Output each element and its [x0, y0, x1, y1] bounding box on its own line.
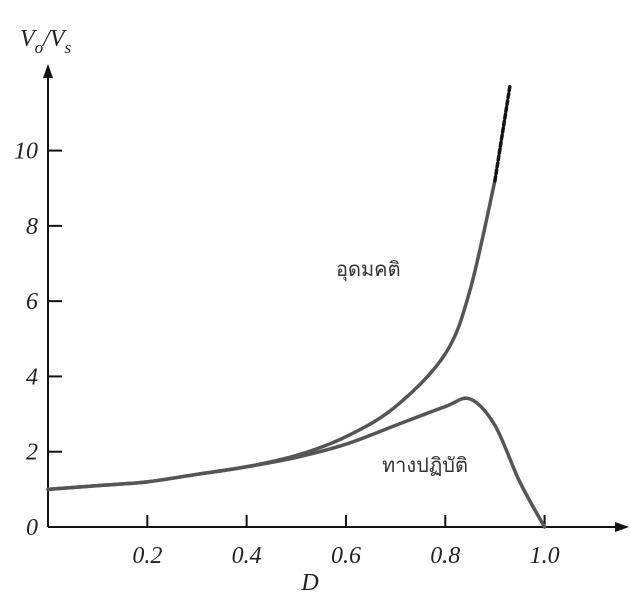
y-axis-arrow — [43, 64, 53, 78]
y-tick-label: 10 — [14, 139, 38, 165]
x-tick-label: 0.8 — [430, 543, 460, 569]
y-tick-label: 6 — [26, 289, 38, 315]
series-line — [46, 396, 547, 529]
y-tick-label: 0 — [26, 515, 38, 541]
series-line — [493, 84, 512, 183]
y-axis-label-part: s — [65, 38, 72, 57]
y-axis-label-part: /V — [41, 26, 67, 52]
x-tick-label: 0.6 — [331, 543, 361, 569]
y-tick-label: 4 — [26, 364, 38, 390]
series-line — [46, 178, 497, 492]
x-axis-arrow — [615, 522, 629, 532]
x-tick-label: 0.4 — [232, 543, 262, 569]
y-axis-label: Vo/Vs — [20, 26, 72, 57]
x-tick-label: 1.0 — [530, 543, 560, 569]
annotation: อุดมคติ — [336, 257, 401, 282]
annotation: ทางปฏิบัติ — [382, 453, 468, 477]
y-axis-label-part: o — [35, 38, 44, 57]
x-axis-label: D — [300, 570, 318, 596]
y-axis-label-part: V — [20, 26, 37, 52]
x-tick-label: 0.2 — [132, 543, 162, 569]
y-tick-label: 8 — [26, 214, 38, 240]
y-tick-label: 2 — [26, 440, 38, 466]
